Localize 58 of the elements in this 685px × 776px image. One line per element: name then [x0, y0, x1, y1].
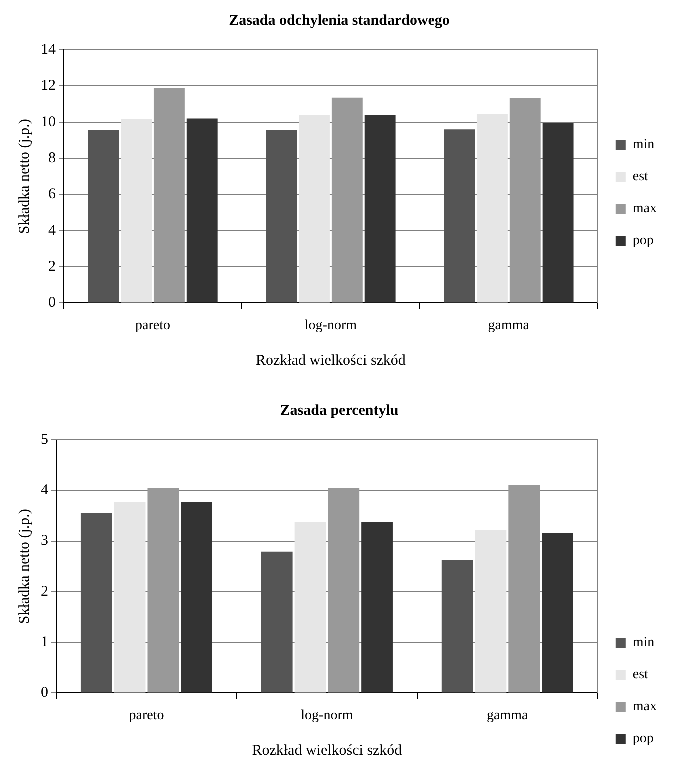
bar: [114, 502, 146, 693]
bar: [181, 502, 213, 693]
bar: [266, 130, 298, 303]
legend-label: max: [632, 700, 658, 715]
bar: [442, 560, 474, 693]
y-axis-title: Składka netto (j.p.): [16, 119, 33, 234]
bar: [542, 533, 574, 693]
bar: [362, 522, 393, 693]
y-tick-label: 14: [41, 42, 56, 58]
x-axis-title: Rozkład wielkości szkód: [256, 352, 406, 369]
y-tick-label: 4: [48, 222, 56, 239]
y-tick-label: 1: [41, 634, 48, 650]
bar: [364, 115, 396, 303]
y-tick-label: 10: [41, 114, 56, 130]
bar: [80, 513, 112, 693]
y-tick-label: 4: [41, 482, 49, 499]
legend-label: min: [632, 636, 655, 651]
x-axis-title: Rozkład wielkości szkód: [252, 742, 403, 759]
bar: [475, 530, 507, 693]
y-tick-label: 8: [48, 150, 56, 166]
bar: [476, 114, 508, 303]
x-tick-label: gamma: [488, 318, 530, 334]
x-tick-label: log-norm: [301, 708, 354, 724]
bar: [154, 88, 185, 303]
y-axis-title: Składka netto (j.p.): [16, 509, 33, 624]
bar: [510, 98, 541, 303]
y-tick-label: 0: [48, 295, 56, 312]
bar: [299, 115, 330, 303]
y-tick-label: 2: [48, 258, 56, 275]
legend-label: max: [632, 202, 658, 217]
bar: [88, 130, 120, 303]
bar: [294, 522, 326, 693]
x-tick-label: pareto: [129, 708, 164, 724]
bar: [148, 488, 180, 693]
y-tick-label: 6: [48, 186, 56, 203]
bar: [542, 123, 574, 303]
x-tick-label: log-norm: [304, 318, 358, 334]
x-tick-label: gamma: [487, 708, 530, 724]
bar: [121, 119, 152, 303]
legend-label: pop: [632, 732, 654, 747]
bar: [444, 130, 476, 303]
x-tick-label: pareto: [135, 318, 170, 334]
y-tick-label: 12: [41, 78, 56, 94]
legend-label: est: [632, 170, 649, 185]
legend-label: min: [632, 138, 655, 153]
bar: [328, 488, 360, 693]
bar: [508, 485, 540, 693]
y-tick-label: 3: [41, 533, 48, 550]
bar: [186, 118, 218, 303]
legend-label: pop: [632, 234, 654, 249]
y-tick-label: 5: [41, 432, 48, 448]
chart-title: Zasada percentylu: [280, 402, 399, 419]
bar: [332, 98, 363, 303]
y-tick-label: 2: [41, 584, 48, 600]
bar: [261, 552, 293, 693]
legend-label: est: [632, 668, 649, 683]
chart-title: Zasada odchylenia standardowego: [229, 12, 450, 29]
y-tick-label: 0: [41, 685, 48, 702]
